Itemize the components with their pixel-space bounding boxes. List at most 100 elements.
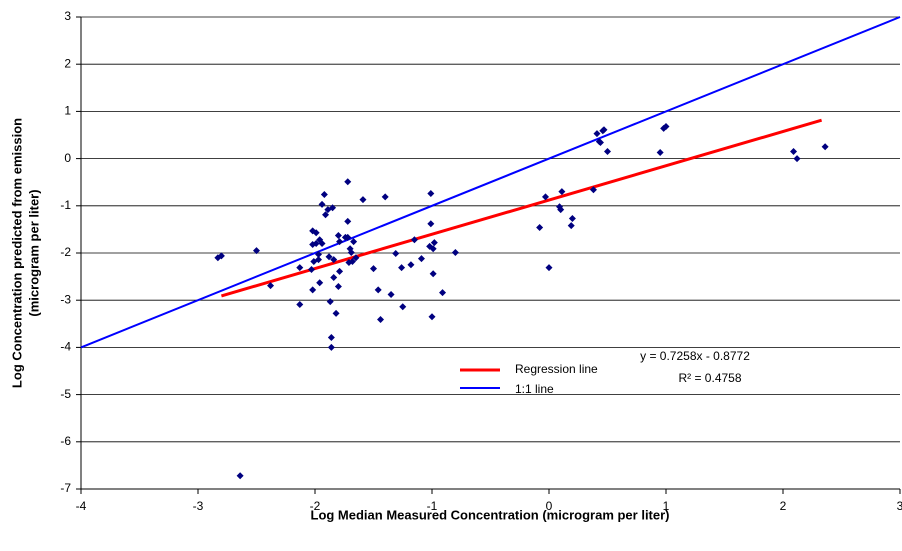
point [329,204,337,212]
point [307,266,315,274]
y-tick-label: -7 [60,481,71,495]
point [558,188,566,196]
point [327,343,335,351]
point [387,291,395,299]
y-tick-label: -4 [60,340,71,354]
point [439,289,447,297]
y-tick-label: -1 [60,198,71,212]
annotation: y = 0.7258x - 0.8772 [640,349,750,363]
point [430,239,438,247]
point [589,186,597,194]
point [253,247,260,255]
point [427,220,435,228]
point [334,232,342,240]
point [327,333,335,341]
point [377,316,385,324]
point [296,300,304,308]
point [359,196,367,204]
annotation: R² = 0.4758 [678,371,741,385]
point [381,193,389,201]
point [410,236,418,244]
point [332,309,340,317]
point [315,256,323,264]
point [541,193,549,201]
point [330,274,338,282]
y-tick-label: -2 [60,245,71,259]
legend-label: Regression line [515,362,598,376]
y-tick-label: -5 [60,387,71,401]
point [334,283,342,291]
y-tick-label: 1 [64,104,71,118]
x-tick-label: -3 [193,499,204,513]
point [370,265,377,273]
point [344,178,352,186]
point [392,249,400,257]
point [399,303,407,311]
point [429,270,437,278]
point [417,255,425,263]
point [428,313,436,321]
point [567,222,575,230]
point [330,256,338,264]
point [347,249,355,257]
point [536,224,544,232]
x-tick-label: 0 [546,499,553,513]
point [316,279,324,287]
point [312,229,320,237]
point [236,472,244,480]
point [344,217,352,225]
point [593,130,601,138]
point [336,238,344,246]
x-tick-label: -1 [427,499,438,513]
point [596,139,604,147]
legend-label: 1:1 line [515,382,554,396]
point [407,261,415,269]
point [427,190,435,198]
point [315,250,323,258]
y-tick-label: 2 [64,56,71,70]
y-tick-label: 3 [64,9,71,23]
point [662,123,670,131]
point [309,286,317,294]
x-axis-label: Log Median Measured Concentration (micro… [311,507,670,522]
point [217,252,225,260]
point [374,286,382,294]
point [336,267,344,275]
point [568,215,576,223]
point [296,264,304,272]
point [344,233,352,241]
x-tick-label: -4 [76,499,87,513]
x-tick-label: -2 [310,499,321,513]
point [793,155,801,163]
point [557,206,565,214]
point [326,298,334,306]
point [821,143,829,151]
point [348,257,356,265]
y-tick-label: -6 [60,434,71,448]
point [350,238,358,246]
point [318,200,326,208]
x-tick-label: 3 [897,499,902,513]
point [267,282,275,290]
point [320,190,328,198]
point [352,254,360,262]
y-axis-label: Log Concentration predicted from emissio… [9,118,24,388]
point [398,264,406,272]
fit-line [220,118,823,298]
point [790,148,798,156]
x-tick-label: 1 [663,499,670,513]
point [312,240,320,248]
y-tick-label: -3 [60,292,71,306]
point [429,245,437,253]
x-tick-label: 2 [780,499,787,513]
point [325,253,333,261]
point [451,249,459,257]
point [322,211,330,219]
point [600,126,608,134]
point [656,148,664,156]
point [318,240,326,248]
fit-line [80,16,901,349]
point [604,148,611,156]
point [545,264,553,272]
